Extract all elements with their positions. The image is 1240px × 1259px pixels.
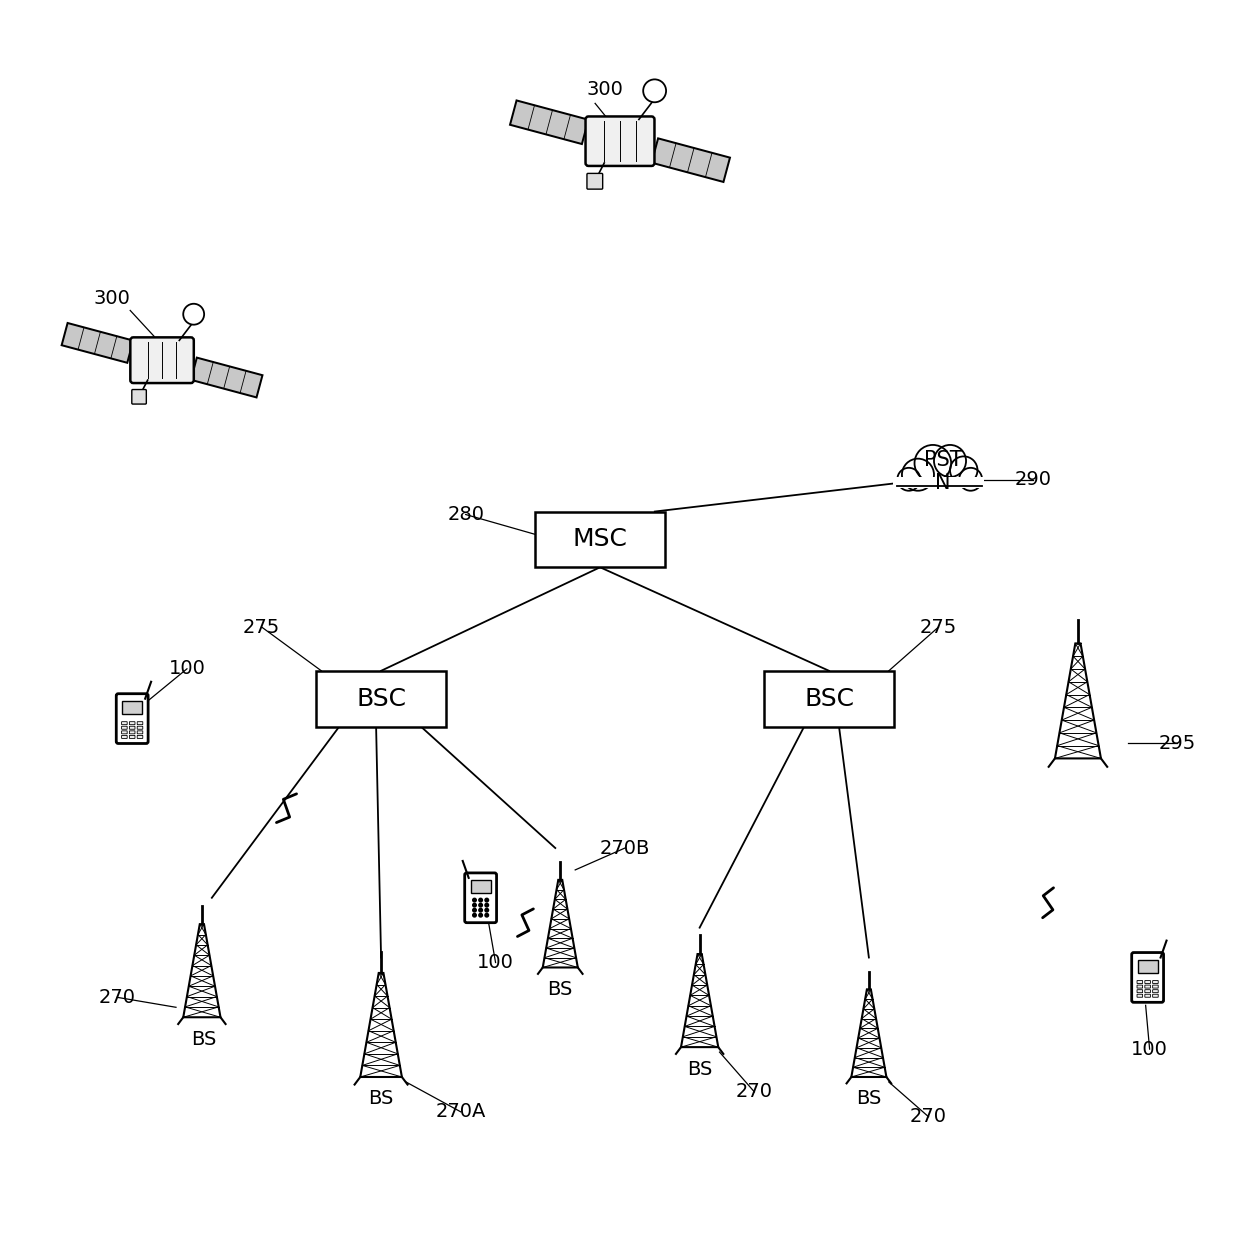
Text: 100: 100: [169, 660, 206, 679]
FancyBboxPatch shape: [129, 721, 135, 725]
Circle shape: [934, 444, 966, 477]
FancyBboxPatch shape: [138, 730, 143, 734]
FancyBboxPatch shape: [138, 735, 143, 739]
Bar: [1137, 961, 1158, 973]
Circle shape: [479, 903, 482, 906]
Text: BS: BS: [856, 1089, 882, 1108]
Circle shape: [184, 303, 205, 325]
Bar: [895, 472, 982, 486]
Circle shape: [960, 468, 982, 491]
Text: 270: 270: [910, 1108, 947, 1127]
Circle shape: [472, 908, 476, 912]
Circle shape: [485, 903, 489, 906]
FancyBboxPatch shape: [1145, 981, 1151, 983]
Text: 100: 100: [477, 953, 515, 972]
Circle shape: [644, 79, 666, 102]
Bar: [893, 477, 985, 488]
Polygon shape: [62, 324, 133, 363]
FancyBboxPatch shape: [129, 730, 135, 734]
FancyBboxPatch shape: [1153, 990, 1158, 992]
Circle shape: [479, 913, 482, 917]
Circle shape: [950, 456, 977, 483]
Text: BS: BS: [548, 980, 573, 998]
Text: 270A: 270A: [435, 1103, 486, 1122]
Polygon shape: [510, 101, 589, 144]
Text: 300: 300: [94, 290, 130, 308]
Text: 100: 100: [1131, 1040, 1168, 1059]
Bar: [764, 671, 894, 726]
Text: 295: 295: [1159, 734, 1197, 753]
Circle shape: [915, 444, 951, 481]
FancyBboxPatch shape: [1132, 953, 1163, 1002]
Bar: [471, 880, 491, 893]
Text: 270: 270: [735, 1083, 773, 1102]
FancyBboxPatch shape: [138, 721, 143, 725]
Text: 300: 300: [587, 79, 624, 99]
Text: BSC: BSC: [356, 686, 405, 710]
Polygon shape: [681, 954, 718, 1047]
Polygon shape: [543, 880, 578, 967]
Circle shape: [472, 903, 476, 906]
FancyBboxPatch shape: [1145, 995, 1151, 997]
Polygon shape: [361, 973, 402, 1076]
Text: 280: 280: [448, 505, 484, 524]
Text: PST
N: PST N: [924, 449, 962, 492]
FancyBboxPatch shape: [138, 726, 143, 729]
FancyBboxPatch shape: [1153, 981, 1158, 983]
FancyBboxPatch shape: [1137, 981, 1142, 983]
Polygon shape: [852, 990, 887, 1076]
Circle shape: [901, 458, 934, 491]
Polygon shape: [184, 924, 221, 1017]
Text: 275: 275: [243, 617, 280, 637]
FancyBboxPatch shape: [122, 726, 128, 729]
Circle shape: [472, 913, 476, 917]
FancyBboxPatch shape: [1137, 985, 1142, 988]
FancyBboxPatch shape: [587, 174, 603, 189]
Text: 270B: 270B: [600, 838, 650, 857]
FancyBboxPatch shape: [585, 117, 655, 166]
FancyBboxPatch shape: [1153, 985, 1158, 988]
FancyBboxPatch shape: [122, 721, 128, 725]
Text: 275: 275: [920, 617, 957, 637]
Text: BS: BS: [687, 1060, 712, 1079]
FancyBboxPatch shape: [1145, 985, 1151, 988]
FancyBboxPatch shape: [130, 337, 193, 383]
FancyBboxPatch shape: [465, 872, 496, 923]
FancyBboxPatch shape: [1145, 990, 1151, 992]
FancyBboxPatch shape: [129, 726, 135, 729]
Circle shape: [479, 898, 482, 901]
Circle shape: [485, 913, 489, 917]
Circle shape: [485, 898, 489, 901]
Text: 290: 290: [1014, 470, 1052, 490]
FancyBboxPatch shape: [1137, 995, 1142, 997]
Bar: [316, 671, 446, 726]
Polygon shape: [1055, 643, 1101, 758]
Circle shape: [472, 898, 476, 901]
Circle shape: [479, 908, 482, 912]
Text: BS: BS: [191, 1030, 217, 1049]
FancyBboxPatch shape: [1137, 990, 1142, 992]
Text: MSC: MSC: [573, 528, 627, 551]
FancyBboxPatch shape: [117, 694, 148, 744]
Polygon shape: [191, 358, 263, 398]
FancyBboxPatch shape: [1153, 995, 1158, 997]
Bar: [123, 701, 143, 714]
FancyBboxPatch shape: [122, 730, 128, 734]
Bar: [536, 511, 665, 568]
FancyBboxPatch shape: [131, 389, 146, 404]
Text: BS: BS: [368, 1089, 394, 1108]
Circle shape: [485, 908, 489, 912]
Text: 270: 270: [99, 988, 135, 1007]
Circle shape: [898, 468, 920, 491]
Polygon shape: [651, 138, 730, 183]
Text: BSC: BSC: [804, 686, 854, 710]
FancyBboxPatch shape: [122, 735, 128, 739]
FancyBboxPatch shape: [129, 735, 135, 739]
